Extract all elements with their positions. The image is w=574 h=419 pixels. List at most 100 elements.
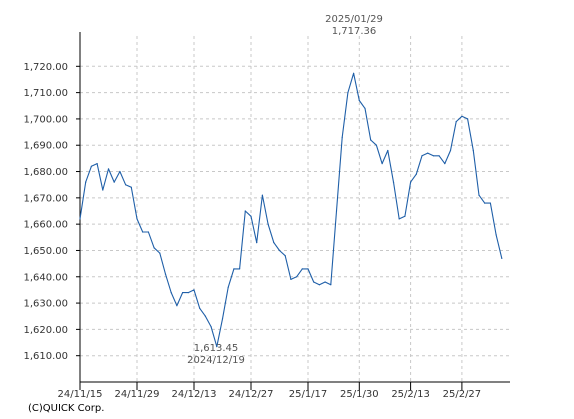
- data-point: [239, 268, 241, 270]
- data-point: [398, 218, 400, 220]
- data-point: [301, 268, 303, 270]
- data-point: [221, 318, 224, 320]
- data-point: [370, 139, 372, 141]
- data-point: [176, 305, 178, 307]
- data-point: [125, 184, 127, 186]
- data-point: [364, 107, 366, 109]
- low-annotation-value: 1,613.45: [194, 343, 239, 354]
- annotations: 2025/01/29 1,717.36 1,613.45 2024/12/19: [187, 14, 383, 366]
- data-point: [193, 289, 195, 291]
- data-point: [142, 231, 144, 233]
- data-point: [164, 273, 167, 275]
- data-point: [461, 115, 463, 117]
- x-tick-label: 24/11/29: [115, 389, 160, 400]
- y-axis-ticks: 1,610.00 1,620.00 1,630.00 1,640.00 1,650.00…: [23, 62, 80, 362]
- data-point: [341, 136, 343, 138]
- data-point: [495, 234, 497, 236]
- x-tick-label: 25/1/17: [289, 389, 328, 400]
- data-point: [261, 194, 263, 196]
- y-tick-label: 1,720.00: [23, 62, 68, 73]
- data-point: [147, 231, 149, 233]
- x-tick-label: 24/12/13: [172, 389, 217, 400]
- data-point: [501, 257, 503, 259]
- data-point: [278, 249, 281, 252]
- y-tick-label: 1,650.00: [23, 246, 68, 257]
- data-point: [358, 99, 360, 102]
- data-point: [375, 144, 377, 146]
- data-point: [324, 281, 326, 283]
- data-point: [449, 149, 452, 152]
- data-point: [313, 281, 315, 283]
- data-point: [381, 163, 383, 165]
- data-point: [392, 181, 395, 183]
- data-point: [136, 218, 138, 220]
- data-point: [267, 223, 269, 225]
- x-tick-label: 25/2/27: [443, 389, 482, 400]
- grid: [79, 36, 510, 382]
- data-point: [444, 163, 446, 165]
- data-point: [427, 152, 429, 154]
- data-point: [318, 284, 320, 286]
- data-point: [182, 292, 184, 294]
- x-tick-label: 24/12/27: [229, 389, 274, 400]
- data-point: [330, 284, 332, 286]
- data-point: [107, 168, 110, 170]
- copyright-credit: (C)QUICK Corp.: [28, 403, 104, 414]
- data-point: [467, 118, 469, 120]
- x-axis-ticks: 24/11/15 24/11/29 24/12/13 24/12/27 25/1/17 2…: [58, 382, 482, 400]
- data-point: [199, 307, 201, 309]
- data-point: [170, 292, 172, 294]
- data-point: [489, 202, 491, 204]
- data-point: [347, 92, 349, 94]
- data-point: [216, 346, 218, 348]
- data-point: [335, 210, 338, 212]
- data-point: [130, 186, 132, 188]
- low-annotation-date: 2024/12/19: [187, 355, 245, 366]
- data-point: [273, 242, 275, 244]
- data-point: [250, 215, 252, 217]
- data-point: [227, 286, 229, 288]
- data-point: [119, 170, 121, 173]
- data-point: [85, 181, 87, 183]
- data-point: [438, 155, 440, 157]
- x-tick-label: 24/11/15: [58, 389, 103, 400]
- data-point: [79, 218, 81, 220]
- high-annotation-value: 1,717.36: [332, 26, 377, 37]
- y-tick-label: 1,630.00: [23, 299, 68, 310]
- data-point: [187, 292, 189, 294]
- data-point: [415, 173, 417, 175]
- x-tick-label: 25/1/30: [340, 389, 379, 400]
- data-point: [204, 315, 206, 317]
- y-tick-label: 1,660.00: [23, 220, 68, 231]
- y-tick-label: 1,680.00: [23, 167, 68, 178]
- y-tick-label: 1,640.00: [23, 272, 68, 283]
- data-point: [353, 72, 355, 74]
- data-point: [284, 255, 286, 257]
- data-point: [90, 165, 92, 167]
- data-point: [159, 252, 161, 254]
- y-tick-label: 1,690.00: [23, 141, 68, 152]
- series-line: [79, 72, 503, 348]
- data-point: [472, 149, 474, 152]
- data-point: [432, 155, 434, 157]
- data-point: [307, 268, 309, 270]
- data-point: [256, 242, 258, 244]
- data-point: [296, 276, 298, 278]
- high-annotation-date: 2025/01/29: [325, 14, 383, 25]
- data-point: [153, 247, 155, 249]
- data-point: [478, 194, 480, 196]
- x-tick-label: 25/2/13: [391, 389, 430, 400]
- data-point: [244, 210, 246, 212]
- data-point: [113, 181, 115, 183]
- y-tick-label: 1,610.00: [23, 351, 68, 362]
- y-tick-label: 1,710.00: [23, 88, 68, 99]
- data-point: [387, 149, 389, 152]
- y-tick-label: 1,620.00: [23, 325, 68, 336]
- y-tick-label: 1,700.00: [23, 114, 68, 125]
- data-point: [421, 155, 423, 157]
- data-point: [404, 215, 406, 217]
- y-tick-label: 1,670.00: [23, 193, 68, 204]
- series: [79, 72, 503, 348]
- data-point: [233, 268, 235, 270]
